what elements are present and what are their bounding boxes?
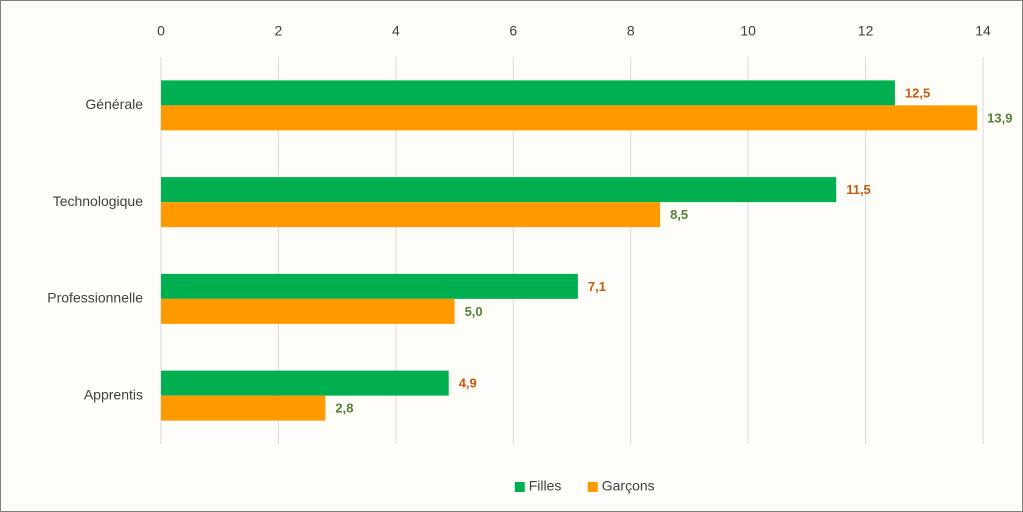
bar bbox=[161, 105, 978, 131]
x-tick-label: 6 bbox=[509, 23, 517, 39]
x-tick-label: 8 bbox=[627, 23, 635, 39]
y-tick-label: Professionnelle bbox=[47, 290, 143, 306]
bar bbox=[161, 273, 578, 299]
value-label: 13,9 bbox=[987, 110, 1012, 125]
bar bbox=[161, 202, 661, 228]
legend-swatch bbox=[514, 482, 525, 492]
value-label: 5,0 bbox=[465, 304, 483, 319]
x-tick-label: 0 bbox=[157, 23, 165, 39]
value-label: 4,9 bbox=[459, 376, 477, 391]
legend-label: Filles bbox=[529, 478, 562, 494]
y-tick-label: Générale bbox=[85, 96, 143, 112]
value-label: 11,5 bbox=[846, 182, 871, 197]
x-tick-label: 12 bbox=[858, 23, 874, 39]
y-tick-label: Technologique bbox=[53, 193, 144, 209]
y-tick-label: Apprentis bbox=[84, 386, 143, 402]
value-label: 2,8 bbox=[335, 401, 353, 416]
x-tick-label: 10 bbox=[740, 23, 756, 39]
bar bbox=[161, 298, 455, 324]
x-tick-label: 2 bbox=[275, 23, 283, 39]
x-tick-label: 4 bbox=[392, 23, 400, 39]
legend-label: Garçons bbox=[602, 478, 655, 494]
value-label: 7,1 bbox=[588, 279, 606, 294]
value-label: 12,5 bbox=[905, 85, 930, 100]
legend-swatch bbox=[587, 482, 598, 492]
value-label: 8,5 bbox=[670, 207, 688, 222]
bar bbox=[161, 177, 837, 203]
bar bbox=[161, 395, 326, 421]
bar bbox=[161, 370, 449, 396]
x-tick-label: 14 bbox=[975, 23, 991, 39]
bar bbox=[161, 80, 895, 106]
